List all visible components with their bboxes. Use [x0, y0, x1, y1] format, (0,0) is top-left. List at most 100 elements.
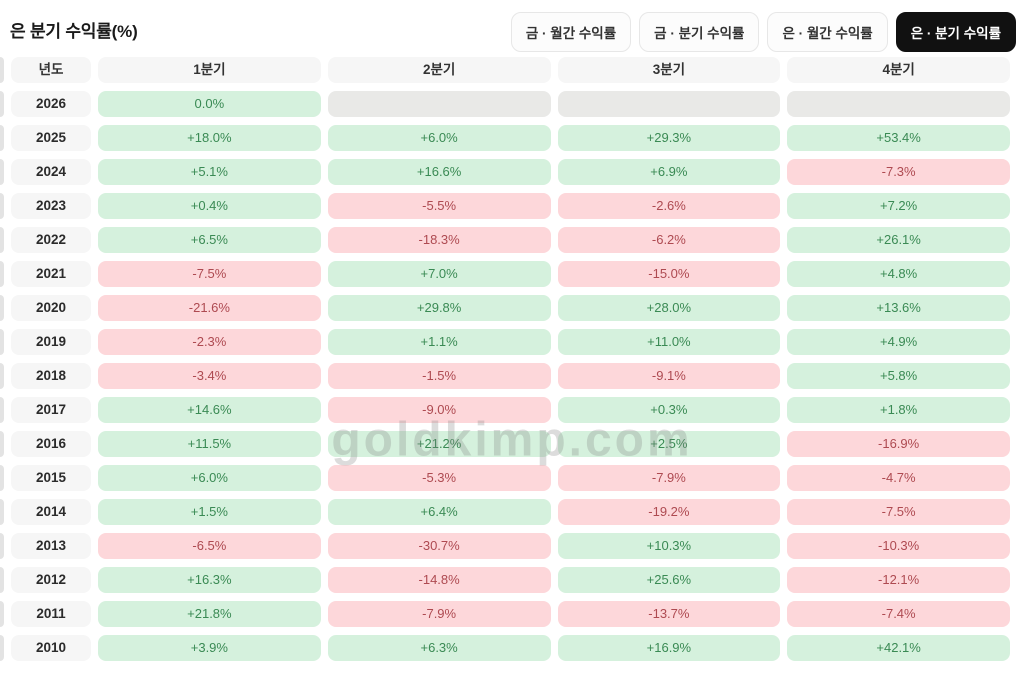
return-cell: +11.5% [98, 431, 321, 457]
edge-sliver [0, 91, 4, 117]
tab-silver-quarterly-returns[interactable]: 은 · 분기 수익률 [895, 12, 1016, 52]
return-cell: -6.5% [98, 533, 321, 559]
year-cell: 2011 [11, 601, 91, 627]
return-cell: +1.1% [327, 329, 551, 355]
edge-sliver [0, 363, 4, 389]
empty-cell [557, 91, 781, 117]
return-cell: +53.4% [787, 125, 1010, 151]
year-cell: 2016 [11, 431, 91, 457]
return-cell: +29.3% [557, 125, 781, 151]
edge-sliver [0, 57, 4, 83]
column-header: 4분기 [787, 57, 1010, 83]
edge-sliver [0, 635, 4, 661]
tab-gold-monthly-returns[interactable]: 금 · 월간 수익률 [510, 12, 632, 52]
return-cell: -7.3% [787, 159, 1010, 185]
page-title: 은 분기 수익률(%) [10, 22, 138, 41]
edge-sliver [0, 397, 4, 423]
return-cell: -15.0% [557, 261, 781, 287]
edge-sliver [0, 125, 4, 151]
year-cell: 2020 [11, 295, 91, 321]
return-cell: -21.6% [98, 295, 321, 321]
return-cell: +5.1% [98, 159, 321, 185]
edge-sliver [0, 193, 4, 219]
year-cell: 2026 [11, 91, 91, 117]
return-cell: +6.4% [327, 499, 551, 525]
return-cell: +21.2% [327, 431, 551, 457]
year-cell: 2025 [11, 125, 91, 151]
column-header: 3분기 [557, 57, 781, 83]
return-cell: +7.0% [327, 261, 551, 287]
edge-sliver [0, 329, 4, 355]
returns-table: 년도 1분기 2분기 3분기 4분기 2026 0.0% 2025 +18.0% +6.0% +29… [0, 56, 1024, 661]
return-cell: +6.0% [98, 465, 321, 491]
year-cell: 2022 [11, 227, 91, 253]
return-cell: +6.0% [327, 125, 551, 151]
return-cell: -7.5% [787, 499, 1010, 525]
return-cell: -4.7% [787, 465, 1010, 491]
return-cell: -2.3% [98, 329, 321, 355]
year-cell: 2014 [11, 499, 91, 525]
return-cell: +14.6% [98, 397, 321, 423]
return-cell: -19.2% [557, 499, 781, 525]
return-cell: -7.9% [327, 601, 551, 627]
return-cell: +6.3% [327, 635, 551, 661]
return-cell: +1.5% [98, 499, 321, 525]
return-cell: -7.4% [787, 601, 1010, 627]
return-cell: -30.7% [327, 533, 551, 559]
tab-gold-quarterly-returns[interactable]: 금 · 분기 수익률 [639, 12, 760, 52]
return-cell: +4.9% [787, 329, 1010, 355]
empty-cell [787, 91, 1010, 117]
return-cell: -16.9% [787, 431, 1010, 457]
year-cell: 2023 [11, 193, 91, 219]
year-cell: 2015 [11, 465, 91, 491]
return-cell: +11.0% [557, 329, 781, 355]
return-cell: +29.8% [327, 295, 551, 321]
edge-sliver [0, 601, 4, 627]
return-cell: +25.6% [557, 567, 781, 593]
edge-sliver [0, 431, 4, 457]
return-cell: +0.3% [557, 397, 781, 423]
return-cell: +5.8% [787, 363, 1010, 389]
edge-sliver [0, 295, 4, 321]
year-cell: 2024 [11, 159, 91, 185]
return-cell: -3.4% [98, 363, 321, 389]
return-cell: +1.8% [787, 397, 1010, 423]
return-cell: -2.6% [557, 193, 781, 219]
return-cell: -5.5% [327, 193, 551, 219]
return-cell: +26.1% [787, 227, 1010, 253]
return-cell: -18.3% [327, 227, 551, 253]
edge-sliver [0, 227, 4, 253]
return-cell: +13.6% [787, 295, 1010, 321]
return-cell: +0.4% [98, 193, 321, 219]
tab-silver-monthly-returns[interactable]: 은 · 월간 수익률 [767, 12, 888, 52]
year-cell: 2010 [11, 635, 91, 661]
column-header: 2분기 [327, 57, 551, 83]
return-cell: +16.3% [98, 567, 321, 593]
return-cell: -1.5% [327, 363, 551, 389]
year-cell: 2012 [11, 567, 91, 593]
empty-cell [327, 91, 551, 117]
return-cell: +16.6% [327, 159, 551, 185]
return-cell: +6.5% [98, 227, 321, 253]
return-cell: +28.0% [557, 295, 781, 321]
year-cell: 2013 [11, 533, 91, 559]
return-cell: +4.8% [787, 261, 1010, 287]
return-cell: +3.9% [98, 635, 321, 661]
edge-sliver [0, 261, 4, 287]
return-cell: +42.1% [787, 635, 1010, 661]
toolbar: 금 · 월간 수익률 금 · 분기 수익률 은 · 월간 수익률 은 · 분기 수익률 [510, 12, 1016, 52]
year-cell: 2021 [11, 261, 91, 287]
return-cell: -7.5% [98, 261, 321, 287]
edge-sliver [0, 465, 4, 491]
return-cell: +16.9% [557, 635, 781, 661]
edge-sliver [0, 159, 4, 185]
return-cell: -14.8% [327, 567, 551, 593]
return-cell: +6.9% [557, 159, 781, 185]
return-cell: -10.3% [787, 533, 1010, 559]
year-cell: 2017 [11, 397, 91, 423]
return-cell: 0.0% [98, 91, 321, 117]
return-cell: +7.2% [787, 193, 1010, 219]
edge-sliver [0, 499, 4, 525]
return-cell: +21.8% [98, 601, 321, 627]
column-header: 1분기 [98, 57, 321, 83]
